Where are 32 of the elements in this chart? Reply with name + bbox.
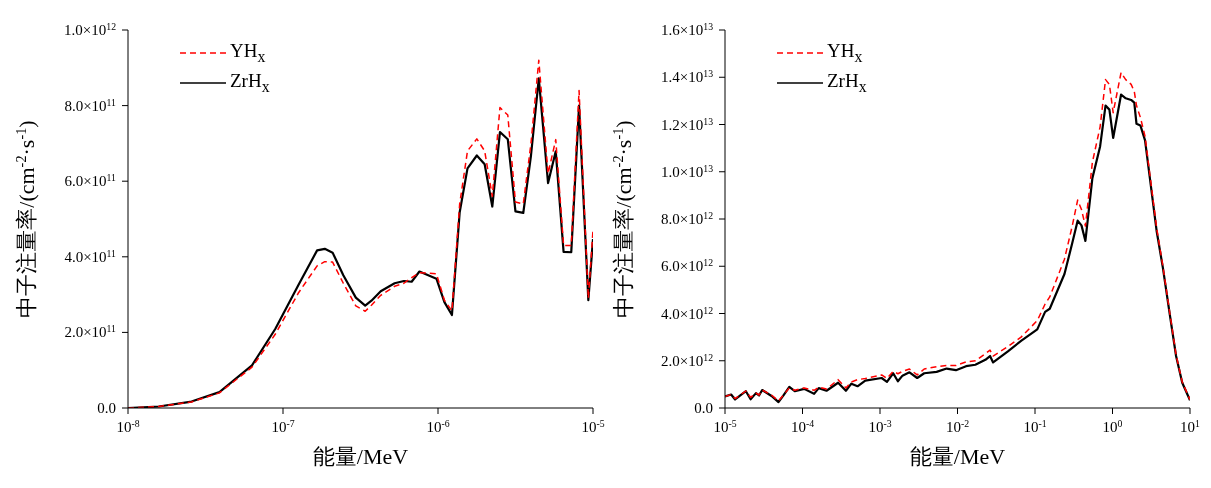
y-tick-label: 6.0×10$^{11}$ xyxy=(64,171,117,190)
x-tick-label: 10$^{-4}$ xyxy=(790,417,815,435)
x-tick-label: 10$^{-1}$ xyxy=(1023,417,1047,435)
x-tick-label: 10$^{-3}$ xyxy=(868,417,892,435)
y-tick-label: 0.0 xyxy=(694,400,713,416)
y-tick-label: 1.2×10$^{13}$ xyxy=(661,115,714,133)
x-axis-title: 能量/MeV xyxy=(909,444,1006,469)
y-tick-label: 0.0 xyxy=(97,400,116,416)
x-tick-label: 10$^{1}$ xyxy=(1180,417,1201,435)
x-tick-label: 10$^{-8}$ xyxy=(116,417,140,435)
y-tick-label: 2.0×10$^{12}$ xyxy=(661,351,714,369)
y-tick-label: 8.0×10$^{11}$ xyxy=(64,96,117,114)
x-tick-label: 10$^{-5}$ xyxy=(581,417,605,435)
x-tick-label: 10$^{-5}$ xyxy=(713,417,737,435)
y-tick-label: 1.0×10$^{12}$ xyxy=(64,20,117,38)
x-tick-label: 10$^{-7}$ xyxy=(271,417,295,435)
y-tick-label: 4.0×10$^{11}$ xyxy=(64,247,117,265)
x-tick-label: 10$^{0}$ xyxy=(1102,417,1123,435)
y-tick-label: 1.4×10$^{13}$ xyxy=(661,67,714,86)
legend-label: ZrH$_{x}$ xyxy=(827,70,867,95)
y-tick-label: 1.0×10$^{13}$ xyxy=(661,162,714,180)
x-tick-label: 10$^{-6}$ xyxy=(426,417,450,435)
y-tick-label: 1.6×10$^{13}$ xyxy=(661,20,714,38)
y-tick-label: 4.0×10$^{12}$ xyxy=(661,304,714,322)
y-tick-label: 6.0×10$^{12}$ xyxy=(661,256,714,275)
y-tick-label: 2.0×10$^{11}$ xyxy=(64,322,117,341)
legend-label: ZrH$_{x}$ xyxy=(230,70,270,95)
legend-label: YH$_{x}$ xyxy=(827,40,863,65)
y-tick-label: 8.0×10$^{12}$ xyxy=(661,209,714,227)
legend-label: YH$_{x}$ xyxy=(230,40,266,65)
x-axis-title: 能量/MeV xyxy=(312,444,409,469)
x-tick-label: 10$^{-2}$ xyxy=(945,417,970,435)
